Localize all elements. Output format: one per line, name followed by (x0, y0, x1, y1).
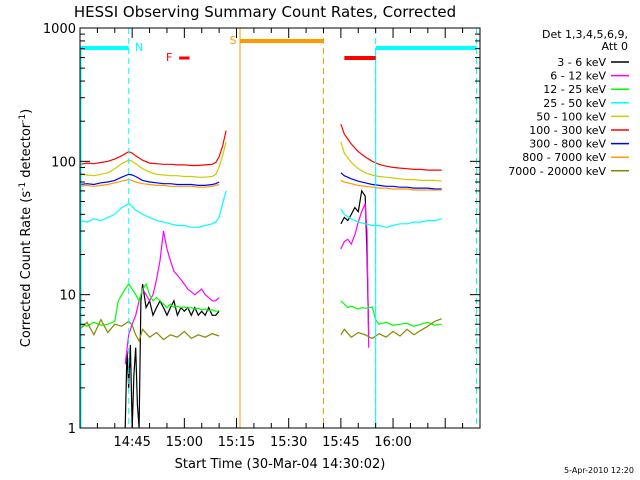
series-line-5-part-1 (340, 124, 442, 171)
plot-area: N F S (79, 28, 478, 429)
x-tick-label: 14:45 (113, 435, 150, 450)
x-axis: 14:45 15:00 15:15 15:30 15:45 16:00 (79, 28, 481, 450)
series-line-5-part-0 (79, 130, 227, 167)
legend-label: 50 - 100 keV (536, 110, 606, 123)
series-line-4-part-1 (340, 141, 442, 182)
y-tick-label: 10 (59, 289, 76, 304)
series-line-2-part-0 (79, 282, 220, 327)
legend-label: 3 - 6 keV (557, 56, 606, 69)
series-line-6-part-0 (79, 173, 220, 186)
series-line-7-part-0 (79, 178, 220, 188)
legend-header-line2: Att 0 (602, 40, 628, 53)
legend-label: 7000 - 20000 keV (508, 165, 606, 178)
legend-label: 12 - 25 keV (543, 83, 606, 96)
legend-label: 6 - 12 keV (550, 70, 606, 83)
series-line-8-part-1 (340, 318, 442, 340)
x-tick-label: 16:00 (374, 435, 411, 450)
night-flag-label: N (135, 41, 143, 54)
saa-flag-label: S (230, 34, 237, 47)
x-tick-label: 15:00 (166, 435, 203, 450)
y-tick-label: 1000 (43, 22, 76, 37)
series-line-3-part-0 (79, 190, 227, 228)
legend-header-line1: Det 1,3,4,5,6,9, (542, 28, 628, 41)
series-line-6-part-1 (340, 172, 442, 190)
series-line-0-part-0 (124, 284, 220, 429)
timestamp: 5-Apr-2010 12:20 (564, 466, 634, 475)
plot-frame (79, 27, 481, 429)
x-tick-label: 15:15 (218, 435, 255, 450)
x-tick-label: 15:30 (270, 435, 307, 450)
legend-label: 800 - 7000 keV (522, 151, 606, 164)
chart-title: HESSI Observing Summary Count Rates, Cor… (74, 3, 456, 21)
y-tick-label: 1 (68, 422, 76, 437)
y-axis: 1 10 100 1000 (43, 22, 480, 437)
legend-label: 300 - 800 keV (529, 138, 606, 151)
y-tick-label: 100 (51, 155, 76, 170)
series-line-8-part-0 (79, 318, 220, 343)
x-tick-label: 15:45 (322, 435, 359, 450)
series-line-1-part-1 (340, 203, 370, 348)
series-line-4-part-0 (79, 141, 227, 178)
flare-flag-label: F (166, 51, 172, 64)
series-line-3-part-1 (340, 208, 442, 228)
y-axis-label: Corrected Count Rate (s-1 detector-1) (18, 109, 34, 347)
x-axis-label: Start Time (30-Mar-04 14:30:02) (175, 457, 386, 472)
legend-label: 25 - 50 keV (543, 97, 606, 110)
legend-label: 100 - 300 keV (529, 124, 606, 137)
series-line-7-part-1 (340, 179, 442, 191)
